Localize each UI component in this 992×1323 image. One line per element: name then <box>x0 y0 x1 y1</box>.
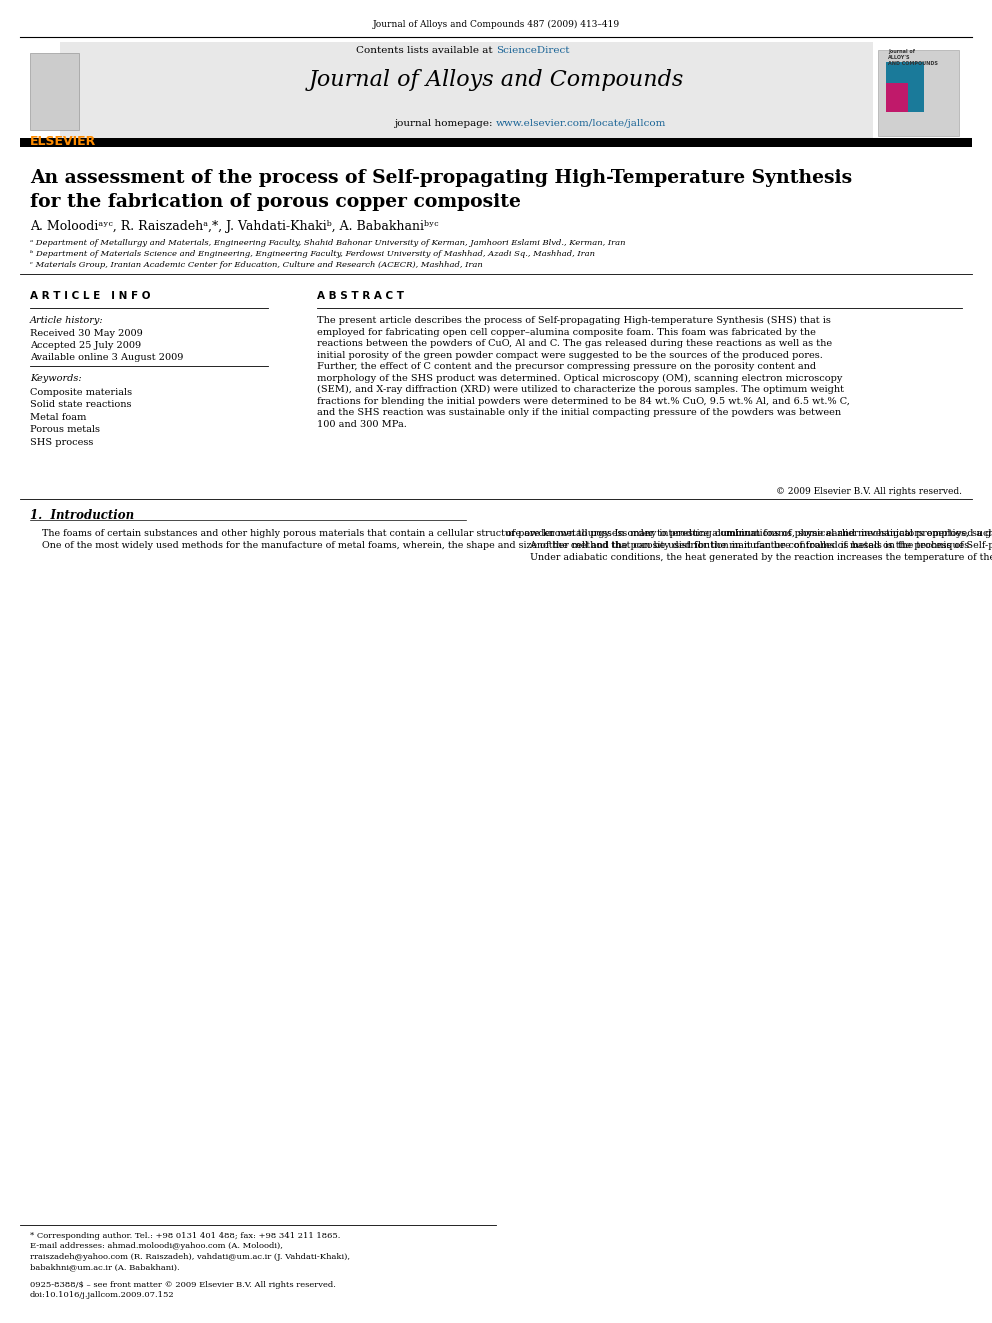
Text: 1.  Introduction: 1. Introduction <box>30 509 134 523</box>
Bar <box>886 62 924 112</box>
Text: The foams of certain substances and other highly porous materials that contain a: The foams of certain substances and othe… <box>30 529 992 550</box>
Text: www.elsevier.com/locate/jallcom: www.elsevier.com/locate/jallcom <box>496 119 667 128</box>
Text: Journal of Alloys and Compounds 487 (2009) 413–419: Journal of Alloys and Compounds 487 (200… <box>372 20 620 29</box>
Text: ᵃ Department of Metallurgy and Materials, Engineering Faculty, Shahid Bahonar Un: ᵃ Department of Metallurgy and Materials… <box>30 239 625 247</box>
Text: An assessment of the process of Self-propagating High-Temperature Synthesis: An assessment of the process of Self-pro… <box>30 169 852 188</box>
Text: Contents lists available at: Contents lists available at <box>356 46 496 56</box>
Text: ᵇ Department of Materials Science and Engineering, Engineering Faculty, Ferdowsi: ᵇ Department of Materials Science and En… <box>30 250 595 258</box>
Text: doi:10.1016/j.jallcom.2009.07.152: doi:10.1016/j.jallcom.2009.07.152 <box>30 1291 175 1299</box>
Text: © 2009 Elsevier B.V. All rights reserved.: © 2009 Elsevier B.V. All rights reserved… <box>776 487 962 496</box>
Text: Received 30 May 2009: Received 30 May 2009 <box>30 329 143 339</box>
Bar <box>20 138 972 147</box>
Text: Article history:: Article history: <box>30 316 103 325</box>
Text: A R T I C L E   I N F O: A R T I C L E I N F O <box>30 291 150 302</box>
Text: journal homepage:: journal homepage: <box>394 119 496 128</box>
Text: A B S T R A C T: A B S T R A C T <box>317 291 405 302</box>
Text: 0925-8388/$ – see front matter © 2009 Elsevier B.V. All rights reserved.: 0925-8388/$ – see front matter © 2009 El… <box>30 1281 335 1289</box>
Text: A. Moloodiᵃʸᶜ, R. Raiszadehᵃ,*, J. Vahdati-Khakiᵇ, A. Babakhaniᵇʸᶜ: A. Moloodiᵃʸᶜ, R. Raiszadehᵃ,*, J. Vahda… <box>30 220 438 233</box>
Text: babakhni@um.ac.ir (A. Babakhani).: babakhni@um.ac.ir (A. Babakhani). <box>30 1263 180 1271</box>
Text: Journal of Alloys and Compounds: Journal of Alloys and Compounds <box>309 69 683 91</box>
Bar <box>60 42 873 138</box>
Bar <box>30 53 79 130</box>
Text: ELSEVIER: ELSEVIER <box>30 135 96 148</box>
Text: ScienceDirect: ScienceDirect <box>496 46 569 56</box>
Text: for the fabrication of porous copper composite: for the fabrication of porous copper com… <box>30 193 521 212</box>
Text: Available online 3 August 2009: Available online 3 August 2009 <box>30 353 184 363</box>
Text: Composite materials: Composite materials <box>30 388 132 397</box>
Text: SHS process: SHS process <box>30 438 93 447</box>
Text: ᶜ Materials Group, Iranian Academic Center for Education, Culture and Research (: ᶜ Materials Group, Iranian Academic Cent… <box>30 261 482 269</box>
Text: The present article describes the process of Self-propagating High-temperature S: The present article describes the proces… <box>317 316 850 429</box>
Text: Keywords:: Keywords: <box>30 374 81 384</box>
Text: Metal foam: Metal foam <box>30 413 86 422</box>
Text: E-mail addresses: ahmad.moloodi@yahoo.com (A. Moloodi),: E-mail addresses: ahmad.moloodi@yahoo.co… <box>30 1242 283 1250</box>
Text: Accepted 25 July 2009: Accepted 25 July 2009 <box>30 341 141 351</box>
Text: Porous metals: Porous metals <box>30 425 100 434</box>
Text: Solid state reactions: Solid state reactions <box>30 400 131 409</box>
Text: * Corresponding author. Tel.: +98 0131 401 488; fax: +98 341 211 1865.: * Corresponding author. Tel.: +98 0131 4… <box>30 1232 340 1240</box>
Text: of powder metallurgy. In order to produce aluminum foams, some earlier investiga: of powder metallurgy. In order to produc… <box>506 529 992 562</box>
Text: rraiszadeh@yahoo.com (R. Raiszadeh), vahdati@um.ac.ir (J. Vahdati-Khaki),: rraiszadeh@yahoo.com (R. Raiszadeh), vah… <box>30 1253 350 1261</box>
Text: Journal of
ALLOY'S
AND COMPOUNDS: Journal of ALLOY'S AND COMPOUNDS <box>888 49 937 66</box>
Bar <box>886 83 908 112</box>
Bar <box>878 50 959 136</box>
